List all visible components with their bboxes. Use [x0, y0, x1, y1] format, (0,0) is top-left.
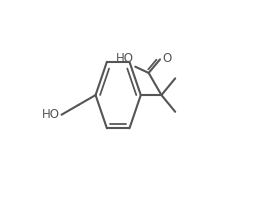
Text: HO: HO [42, 108, 60, 121]
Text: HO: HO [116, 52, 134, 65]
Text: O: O [163, 52, 172, 65]
